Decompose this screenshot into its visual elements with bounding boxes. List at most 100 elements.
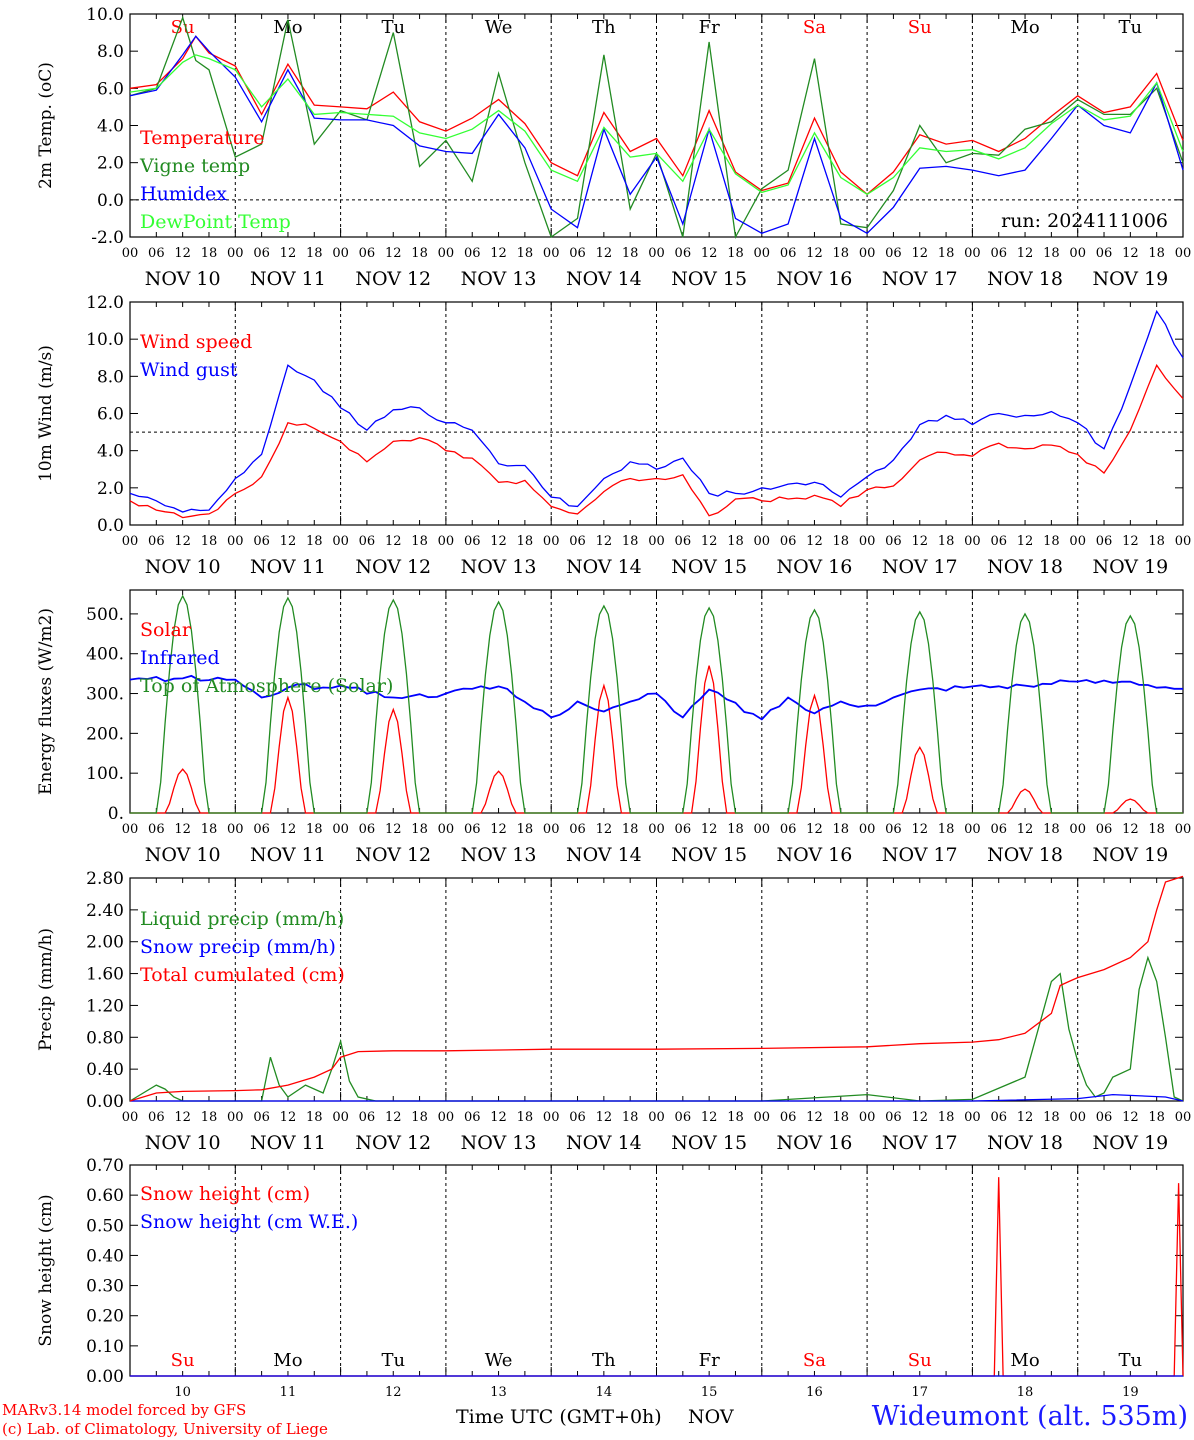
date-label: NOV 10 [145,268,221,290]
date-label: NOV 16 [777,556,853,578]
legend-entry: Liquid precip (mm/h) [140,908,344,930]
x-hour-label: 06 [990,246,1007,261]
weekday-label: Th [592,17,616,38]
y-tick-label: -2.0 [91,228,124,248]
x-hour-label: 00 [227,822,244,837]
x-hour-label: 00 [754,822,771,837]
x-hour-label: 12 [1122,822,1139,837]
date-label: NOV 13 [461,1132,537,1154]
series-line-vigne-temp [129,15,1184,240]
x-hour-label: 18 [517,534,534,549]
x-hour-label: 12 [1122,534,1139,549]
x-hour-label: 00 [438,822,455,837]
x-hour-label: 06 [990,534,1007,549]
y-axis-label: Snow height (cm) [36,1194,56,1346]
x-hour-label: 12 [701,1110,718,1125]
date-label: NOV 15 [671,556,747,578]
x-hour-label: 12 [1122,1110,1139,1125]
date-label: NOV 15 [671,1132,747,1154]
x-hour-label: 06 [780,822,797,837]
date-label: NOV 11 [250,1132,326,1154]
x-hour-label: 12 [174,822,191,837]
date-label: NOV 12 [355,844,431,866]
x-hour-label: 12 [1017,1110,1034,1125]
x-hour-label: 18 [201,246,218,261]
date-label: NOV 19 [1092,556,1168,578]
x-hour-label: 12 [1122,246,1139,261]
weekday-label: Su [171,17,195,38]
x-hour-label: 06 [253,1110,270,1125]
date-label: NOV 11 [250,556,326,578]
x-hour-label: 12 [911,534,928,549]
x-hour-label: 06 [464,822,481,837]
y-tick-label: 0.70 [86,1156,124,1176]
x-hour-label: 12 [701,822,718,837]
date-label: NOV 16 [777,1132,853,1154]
weekday-label: Fr [699,17,720,38]
weekday-label: Mo [273,1350,302,1371]
x-hour-label: 18 [1148,1110,1165,1125]
day-number-label: 12 [385,1385,402,1400]
x-hour-label: 12 [280,822,297,837]
series-line-top-of-atmosphere-solar- [130,594,1183,814]
series-line-humidex [129,35,1184,235]
date-label: NOV 16 [777,268,853,290]
legend-entry: Top of Atmosphere (Solar) [140,675,393,697]
y-tick-label: 4.0 [97,117,124,137]
y-tick-label: 0.00 [86,1092,124,1112]
y-tick-label: 0.20 [86,1307,124,1327]
y-tick-label: 0.30 [86,1277,124,1297]
x-hour-label: 00 [438,534,455,549]
x-hour-label: 00 [1069,1110,1086,1125]
date-label: NOV 18 [987,1132,1063,1154]
y-axis-label: 2m Temp. (oC) [36,62,56,189]
x-hour-label: 00 [964,822,981,837]
x-hour-label: 06 [885,1110,902,1125]
date-label: NOV 19 [1092,844,1168,866]
date-label: NOV 14 [566,268,642,290]
x-hour-label: 06 [1096,534,1113,549]
y-axis-label: 10m Wind (m/s) [36,345,56,482]
x-hour-label: 12 [911,822,928,837]
legend-entry: Snow precip (mm/h) [140,936,336,958]
date-label: NOV 14 [566,844,642,866]
x-hour-label: 12 [174,246,191,261]
y-tick-label: 0.0 [97,191,124,211]
series-line-wind-speed [129,363,1184,519]
y-tick-label: 400. [86,645,124,665]
x-hour-label: 12 [911,1110,928,1125]
x-hour-label: 00 [227,246,244,261]
time-axis-unit: NOV [688,1406,734,1428]
weekday-label: Tu [1119,1350,1143,1371]
x-hour-label: 00 [1175,246,1192,261]
x-hour-label: 18 [1043,822,1060,837]
y-tick-label: 0. [108,804,124,824]
weekday-label: Mo [273,17,302,38]
x-hour-label: 18 [306,534,323,549]
x-hour-label: 18 [517,822,534,837]
x-hour-label: 12 [490,246,507,261]
x-hour-label: 18 [306,1110,323,1125]
date-label: NOV 15 [671,844,747,866]
series-line-wind-gust [129,309,1184,513]
x-hour-label: 18 [411,822,428,837]
date-label: NOV 10 [145,556,221,578]
credit-lab: (c) Lab. of Climatology, University of L… [2,1420,328,1438]
x-hour-label: 18 [622,1110,639,1125]
x-hour-label: 18 [411,1110,428,1125]
x-hour-label: 00 [122,534,139,549]
legend-entry: Temperature [140,127,264,149]
weekday-label: Th [592,1350,616,1371]
y-tick-label: 0.60 [86,1186,124,1206]
weekday-label: Mo [1010,17,1039,38]
x-hour-label: 00 [859,822,876,837]
x-hour-label: 12 [1017,534,1034,549]
x-hour-label: 06 [780,1110,797,1125]
legend-entry: Vigne temp [139,155,250,177]
x-hour-label: 06 [675,246,692,261]
x-hour-label: 00 [122,246,139,261]
y-tick-label: 500. [86,605,124,625]
x-hour-label: 06 [1096,1110,1113,1125]
weekday-label: Tu [1119,17,1143,38]
legend-entry: Infrared [140,647,220,669]
